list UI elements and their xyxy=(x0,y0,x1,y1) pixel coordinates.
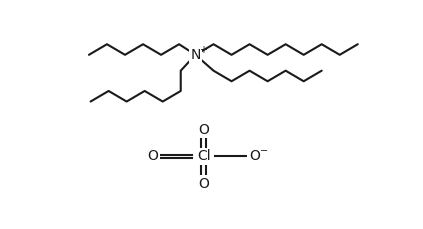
Text: −: − xyxy=(260,146,268,156)
Text: O: O xyxy=(198,177,209,191)
Text: Cl: Cl xyxy=(197,149,211,163)
Text: O: O xyxy=(249,149,260,163)
Text: O: O xyxy=(148,149,158,163)
Text: +: + xyxy=(199,44,207,55)
Text: O: O xyxy=(198,123,209,137)
Text: N: N xyxy=(190,48,201,62)
